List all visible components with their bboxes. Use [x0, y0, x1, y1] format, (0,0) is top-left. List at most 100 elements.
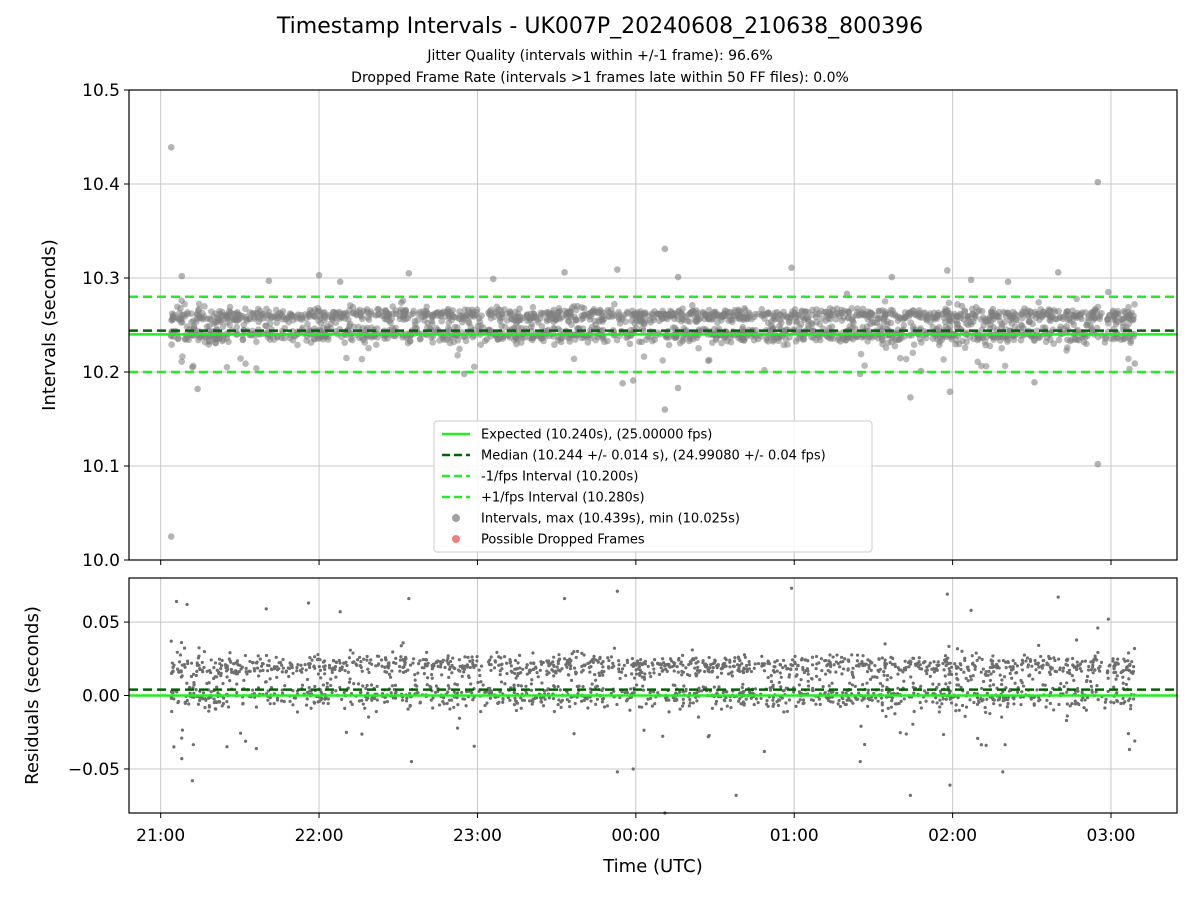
residual-point: [771, 698, 775, 702]
interval-point: [780, 308, 787, 316]
residual-point: [236, 670, 240, 674]
residual-point: [281, 691, 285, 695]
residual-point: [1044, 705, 1048, 709]
residual-point: [991, 697, 995, 701]
interval-point: [175, 334, 182, 342]
residual-point: [364, 686, 368, 690]
residual-point: [540, 681, 544, 685]
interval-point: [710, 310, 717, 318]
residual-point: [738, 659, 742, 663]
residual-point: [1126, 651, 1131, 655]
residual-point: [300, 683, 305, 687]
interval-point: [242, 360, 249, 367]
interval-point: [438, 317, 445, 325]
residual-point: [1002, 675, 1007, 679]
residual-point: [596, 659, 600, 663]
residual-point: [485, 701, 489, 705]
interval-point: [960, 316, 968, 323]
residual-point: [467, 675, 471, 680]
residual-point: [919, 706, 923, 710]
residual-point: [956, 696, 960, 700]
residual-point: [1021, 684, 1026, 688]
residual-point: [573, 701, 577, 706]
residual-point: [954, 709, 958, 713]
interval-outlier-point: [888, 273, 896, 281]
residual-point: [338, 661, 342, 665]
residual-point: [242, 678, 246, 682]
residual-point: [1106, 689, 1110, 693]
residual-point: [290, 666, 294, 670]
residual-outlier-point: [306, 601, 311, 605]
residual-point: [657, 662, 661, 666]
interval-point: [1087, 322, 1094, 329]
interval-point: [809, 306, 816, 314]
interval-point: [964, 321, 972, 329]
residual-point: [275, 668, 279, 672]
residual-outlier-point: [615, 589, 619, 593]
residual-point: [936, 660, 940, 664]
residual-point: [637, 664, 642, 669]
residual-point: [909, 675, 913, 679]
residual-point: [283, 684, 287, 688]
interval-point: [809, 326, 816, 334]
residual-point: [997, 666, 1001, 670]
interval-point: [1035, 299, 1042, 306]
residual-point: [568, 667, 573, 671]
residual-point: [897, 668, 901, 672]
residual-point: [556, 661, 560, 666]
residual-point: [700, 689, 704, 693]
interval-point: [443, 336, 451, 343]
residual-point: [1032, 702, 1036, 706]
residual-point: [1078, 667, 1082, 671]
interval-outlier-point: [1031, 379, 1038, 386]
residual-point: [183, 701, 187, 705]
residual-point: [889, 655, 893, 659]
residual-point: [728, 698, 732, 702]
residual-point: [648, 690, 652, 695]
residual-point: [421, 657, 425, 662]
residual-point: [1057, 657, 1061, 661]
xtick-label: 03:00: [1087, 826, 1136, 846]
residual-point: [543, 697, 547, 701]
interval-point: [936, 338, 944, 346]
residual-point: [831, 700, 835, 704]
interval-point: [850, 319, 857, 327]
residual-point: [594, 702, 598, 706]
residual-point: [1087, 664, 1091, 669]
residual-point: [625, 660, 630, 665]
interval-outlier-point: [661, 406, 669, 413]
residual-point: [1010, 676, 1014, 680]
residual-point: [1123, 700, 1127, 704]
residual-point: [1085, 696, 1090, 700]
residual-point: [800, 656, 804, 661]
residual-point: [255, 666, 260, 670]
interval-point: [400, 309, 408, 316]
residual-point: [649, 674, 653, 679]
residual-point: [360, 698, 364, 703]
residual-point: [942, 668, 946, 672]
residual-point: [272, 701, 276, 706]
residual-point: [541, 704, 546, 708]
residual-point: [736, 668, 740, 673]
residual-point: [188, 691, 192, 695]
residual-point: [442, 702, 446, 706]
residual-point: [194, 688, 198, 692]
residual-point: [723, 699, 727, 703]
residual-point: [499, 680, 504, 684]
interval-point: [528, 321, 536, 328]
interval-point: [470, 363, 478, 371]
residual-point: [815, 662, 819, 666]
interval-point: [316, 327, 324, 335]
residual-point: [1091, 665, 1095, 669]
residual-point: [361, 684, 365, 688]
residual-point: [975, 658, 979, 662]
residual-point: [928, 661, 932, 665]
interval-point: [178, 297, 185, 304]
residual-point: [1065, 714, 1069, 718]
residual-point: [937, 682, 941, 686]
residual-point: [656, 691, 660, 695]
residual-point: [513, 667, 517, 671]
residual-point: [1059, 682, 1063, 686]
interval-point: [784, 341, 791, 348]
residual-point: [280, 663, 284, 667]
